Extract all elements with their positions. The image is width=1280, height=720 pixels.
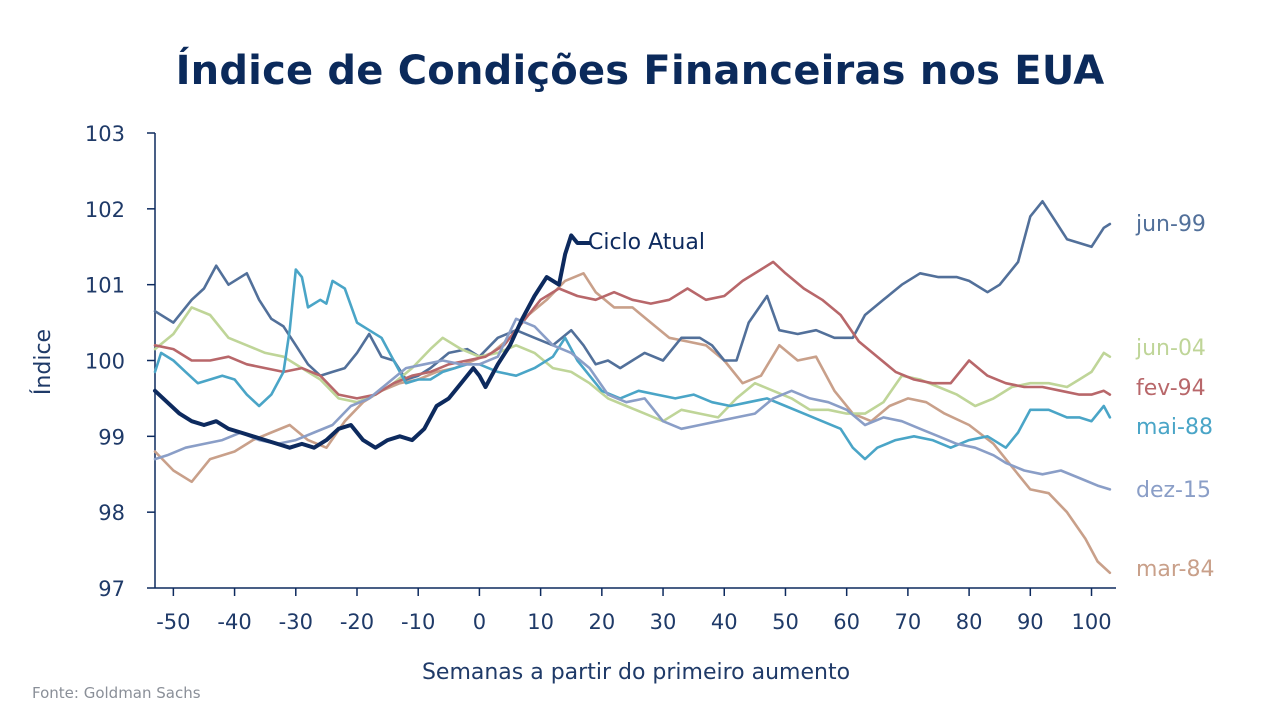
x-tick-label: -40 (217, 610, 251, 634)
y-tick-label: 100 (85, 350, 125, 374)
series-label-mai-88: mai-88 (1136, 415, 1213, 440)
y-axis-label: Índice (30, 329, 56, 395)
y-tick-label: 99 (98, 425, 125, 449)
x-tick-label: 70 (895, 610, 922, 634)
series-labels: Ciclo Atual jun-99 jun-04 fev-94 mai-88 dez-1… (588, 212, 1214, 582)
series-label-fev-94: fev-94 (1136, 376, 1206, 401)
y-tick-label: 98 (98, 501, 125, 525)
y-tick-label: 103 (85, 122, 125, 146)
series-line-fev-94 (153, 260, 1112, 400)
series-label-dez-15: dez-15 (1136, 478, 1211, 503)
x-tick-label: 20 (588, 610, 615, 634)
y-tick-label: 97 (98, 577, 125, 601)
series-line-dez-15 (153, 317, 1112, 491)
series-label-mar-84: mar-84 (1136, 557, 1214, 582)
x-tick-label: 80 (956, 610, 983, 634)
x-tick-label: -50 (156, 610, 190, 634)
x-tick-label: 10 (527, 610, 554, 634)
series-label-jun-99: jun-99 (1135, 212, 1206, 237)
x-tick-label: -20 (340, 610, 374, 634)
y-tick-label: 102 (85, 198, 125, 222)
series-line-mar-84 (153, 272, 1112, 575)
chart-series (153, 200, 1112, 575)
x-tick-label: 90 (1017, 610, 1044, 634)
y-tick-label: 101 (85, 274, 125, 298)
chart-title: Índice de Condições Financeiras nos EUA (175, 48, 1105, 94)
x-tick-label: 60 (833, 610, 860, 634)
x-tick-label: 40 (711, 610, 738, 634)
series-label-jun-04: jun-04 (1135, 336, 1206, 361)
x-tick-label: -10 (401, 610, 435, 634)
series-line-jun-99 (153, 200, 1112, 381)
series-line-ciclo-atual (153, 233, 592, 450)
x-axis-label: Semanas a partir do primeiro aumento (422, 660, 850, 685)
x-tick-label: 100 (1071, 610, 1111, 634)
source-note: Fonte: Goldman Sachs (32, 684, 201, 702)
series-line-jun-04 (153, 306, 1112, 423)
x-tick-label: -30 (279, 610, 313, 634)
series-label-ciclo-atual: Ciclo Atual (588, 230, 705, 255)
chart-axes: 97 98 99 100 101 102 103 -50 -40 -30 -20 -10 0 10 20 30… (85, 122, 1116, 634)
x-tick-label: 30 (650, 610, 677, 634)
x-tick-label: 50 (772, 610, 799, 634)
x-tick-label: 0 (473, 610, 486, 634)
